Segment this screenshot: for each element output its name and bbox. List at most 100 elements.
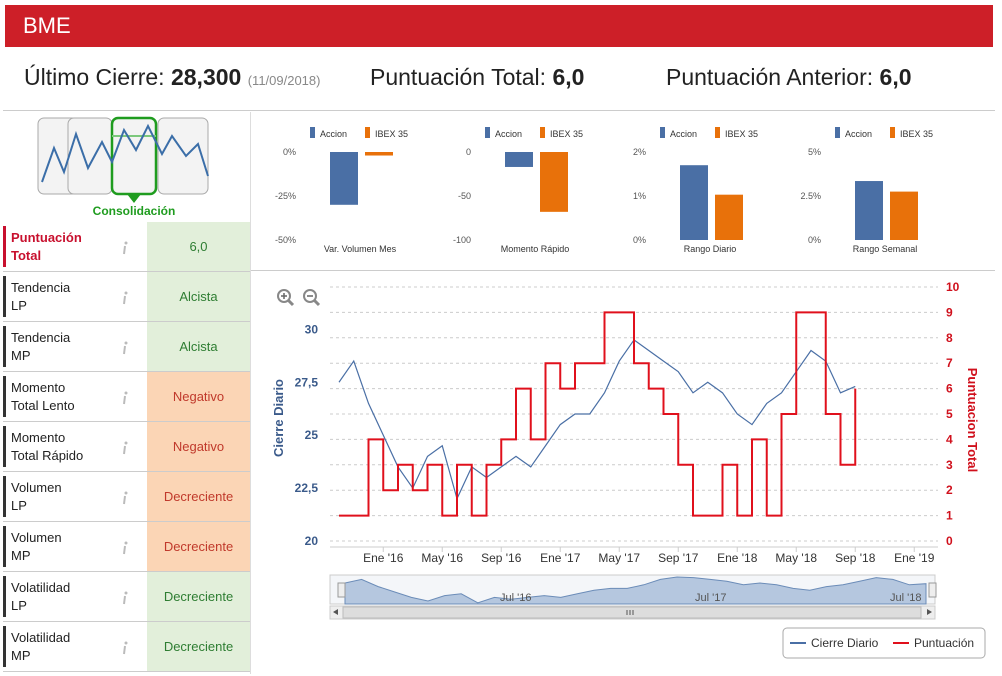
row-label: Volumen LP (3, 476, 111, 517)
label-line: Momento (11, 429, 66, 445)
row-label: Volatilidad MP (3, 626, 111, 667)
label-line: Total Rápido (11, 447, 84, 463)
y-tick-label: 25 (305, 428, 319, 442)
zoom-handle[interactable] (286, 298, 295, 307)
table-row: Volumen LP Decreciente (3, 472, 250, 522)
scroll-right[interactable] (927, 609, 932, 615)
info-icon[interactable] (121, 291, 131, 305)
info-dot (124, 291, 128, 295)
legend-label: Cierre Diario (811, 636, 879, 650)
y2-tick-label: 0 (946, 534, 953, 548)
legend-label: IBEX 35 (900, 129, 933, 139)
zoom-in[interactable] (277, 289, 295, 307)
y-tick-label: 0% (808, 235, 821, 245)
bar (330, 152, 358, 205)
y-tick-label: 20 (305, 534, 319, 548)
y2-tick-label: 3 (946, 458, 953, 472)
label-line: LP (11, 297, 27, 313)
y2-tick-label: 6 (946, 382, 953, 396)
info-stem (123, 345, 126, 355)
y-tick-label: 1% (633, 191, 646, 201)
info-stem (123, 645, 126, 655)
pattern-pointer (127, 194, 141, 203)
divider (250, 270, 995, 271)
y2-tick-label: 4 (946, 432, 953, 446)
series-line (338, 339, 856, 501)
info-icon[interactable] (121, 391, 131, 405)
row-label: Volumen MP (3, 526, 111, 567)
x-tick-label: May '17 (598, 551, 640, 565)
label: Último Cierre: (24, 64, 165, 90)
label-line: MP (11, 547, 31, 563)
y-tick-label: 0% (633, 235, 646, 245)
navigator-label: Jul '18 (890, 592, 921, 604)
y-tick-label: -25% (275, 191, 296, 201)
zoom-out[interactable] (303, 289, 321, 307)
info-stem (123, 245, 126, 255)
x-tick-label: Ene '18 (717, 551, 758, 565)
table-row: Volatilidad LP Decreciente (3, 572, 250, 622)
x-tick-label: Sep '18 (835, 551, 876, 565)
value: 6,0 (552, 64, 585, 90)
row-label: Puntuación Total (3, 226, 111, 267)
y2-tick-label: 8 (946, 331, 953, 345)
legend-box (782, 627, 986, 659)
info-stem (123, 295, 126, 305)
legend-swatch (890, 127, 895, 138)
info-icon[interactable] (121, 541, 131, 555)
x-tick-label: Ene '17 (540, 551, 581, 565)
y2-tick-label: 1 (946, 509, 953, 523)
info-dot (124, 391, 128, 395)
y2-tick-label: 9 (946, 305, 953, 319)
navigator-label: Jul '16 (500, 592, 531, 604)
info-dot (124, 591, 128, 595)
info-stem (123, 495, 126, 505)
navigator-handle[interactable] (337, 582, 346, 598)
header-title: BME (5, 5, 993, 47)
label-line: MP (11, 647, 31, 663)
info-icon[interactable] (121, 341, 131, 355)
row-value: Alcista (147, 272, 250, 321)
table-row: Tendencia LP Alcista (3, 272, 250, 322)
info-stem (123, 445, 126, 455)
x-tick-label: May '16 (421, 551, 463, 565)
legend-swatch (540, 127, 545, 138)
pattern-diagram: Consolidación (37, 116, 209, 218)
info-stem (123, 395, 126, 405)
bar (365, 152, 393, 156)
row-label: Momento Total Lento (3, 376, 111, 417)
info-icon[interactable] (121, 441, 131, 455)
y2-tick-label: 10 (946, 280, 960, 294)
zoom-handle[interactable] (312, 298, 321, 307)
x-tick-label: Ene '16 (363, 551, 404, 565)
divider (250, 112, 251, 674)
legend-swatch (485, 127, 490, 138)
info-icon[interactable] (121, 591, 131, 605)
label-line: Volatilidad (11, 579, 71, 595)
y-tick-label: 5% (808, 147, 821, 157)
scroll-left[interactable] (333, 609, 338, 615)
legend-swatch (310, 127, 315, 138)
label: Puntuación Anterior: (666, 64, 874, 90)
label-line: LP (11, 497, 27, 513)
info-icon[interactable] (121, 241, 131, 255)
label: Puntuación Total: (370, 64, 547, 90)
scrollbar-thumb[interactable] (342, 606, 922, 619)
table-row: Puntuación Total 6,0 (3, 222, 250, 272)
info-icon[interactable] (121, 491, 131, 505)
table-row: Momento Total Lento Negativo (3, 372, 250, 422)
bar (540, 152, 568, 212)
y-tick-label: -50% (275, 235, 296, 245)
total-score: Puntuación Total: 6,0 (370, 64, 584, 91)
y-tick-label: 0 (466, 147, 471, 157)
navigator-handle[interactable] (928, 582, 937, 598)
x-tick-label: Ene '19 (894, 551, 935, 565)
info-icon[interactable] (121, 641, 131, 655)
y-tick-label: 2% (633, 147, 646, 157)
row-value: Decreciente (147, 572, 250, 621)
navigator-label: Jul '17 (695, 592, 726, 604)
legend-label: Accion (320, 129, 347, 139)
info-stem (123, 545, 126, 555)
